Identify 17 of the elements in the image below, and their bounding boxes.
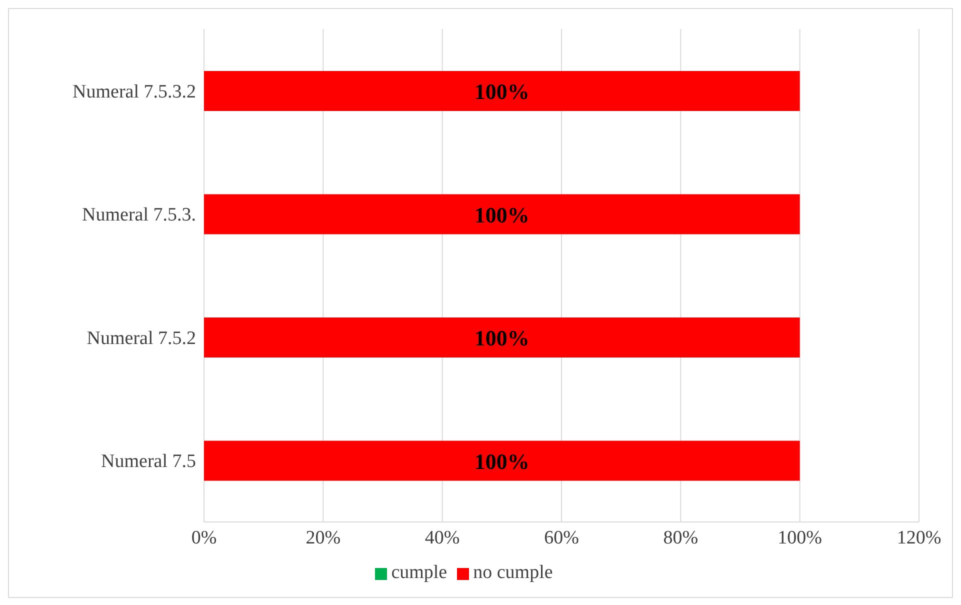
data-label: 100% bbox=[474, 202, 530, 228]
data-label: 100% bbox=[474, 326, 530, 350]
data-label: 100% bbox=[474, 448, 530, 474]
y-tick-label: Numeral 7.5.3. bbox=[82, 204, 196, 226]
data-label: 100% bbox=[474, 79, 530, 104]
x-tick-label: 60% bbox=[544, 527, 580, 548]
x-tick-label: 40% bbox=[424, 527, 460, 548]
legend-label: cumple bbox=[391, 562, 448, 583]
x-tick-label: 120% bbox=[896, 527, 942, 548]
y-tick-label: Numeral 7.5.3.2 bbox=[72, 81, 196, 102]
x-tick-label: 80% bbox=[663, 527, 698, 548]
y-tick-label: Numeral 7.5.2 bbox=[86, 328, 196, 349]
legend-label: no cumple bbox=[473, 562, 553, 583]
y-tick-label: Numeral 7.5 bbox=[101, 451, 196, 472]
x-tick-label: 20% bbox=[306, 527, 341, 548]
x-tick-label: 100% bbox=[778, 527, 822, 548]
x-tick-label: 0% bbox=[191, 527, 217, 548]
